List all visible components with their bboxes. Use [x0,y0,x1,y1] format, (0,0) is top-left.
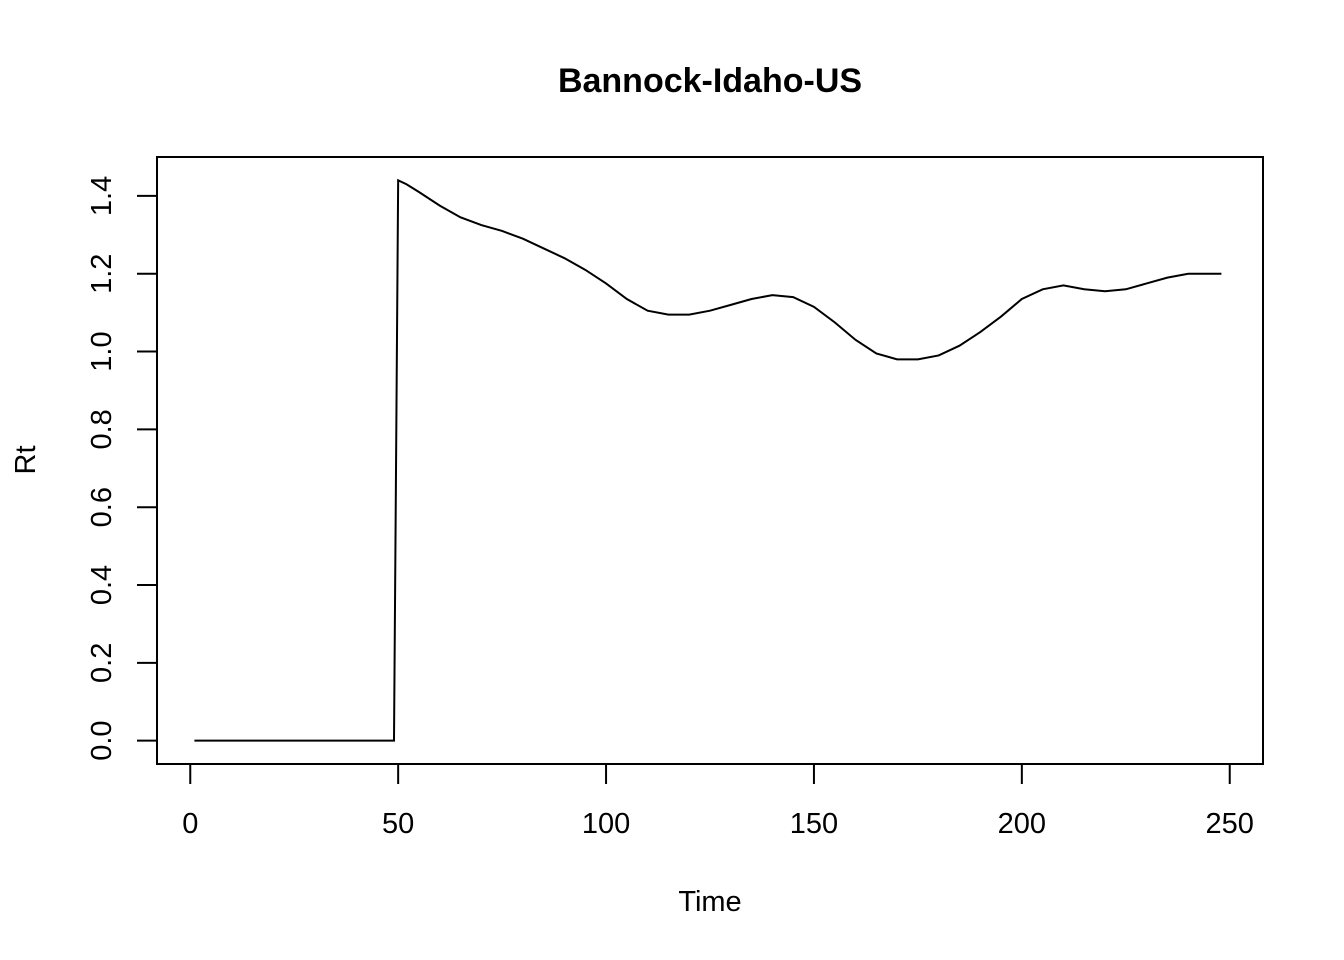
x-tick-label: 0 [182,808,198,840]
plot-frame [156,156,1264,765]
x-tick-label: 250 [1206,808,1254,840]
x-tick-label: 200 [998,808,1046,840]
y-axis-label: Rt [10,446,42,475]
y-tick-label: 0.6 [86,487,118,527]
x-tick-label: 100 [582,808,630,840]
y-tick-label: 1.4 [86,176,118,216]
y-tick-label: 0.2 [86,643,118,683]
y-tick-label: 1.0 [86,331,118,371]
y-axis: 0.0 0.2 0.4 0.6 0.8 1.0 1.2 1.4 [86,176,158,761]
y-tick-label: 0.8 [86,409,118,449]
y-tick-label: 0.0 [86,720,118,760]
x-axis: 0 50 100 150 200 250 [182,763,1254,840]
chart-title: Bannock-Idaho-US [558,62,862,100]
x-tick-label: 150 [790,808,838,840]
x-axis-label: Time [678,886,741,918]
y-tick-label: 0.4 [86,565,118,605]
y-tick-label: 1.2 [86,254,118,294]
rt-series-line [194,178,1222,742]
x-tick-label: 50 [382,808,414,840]
